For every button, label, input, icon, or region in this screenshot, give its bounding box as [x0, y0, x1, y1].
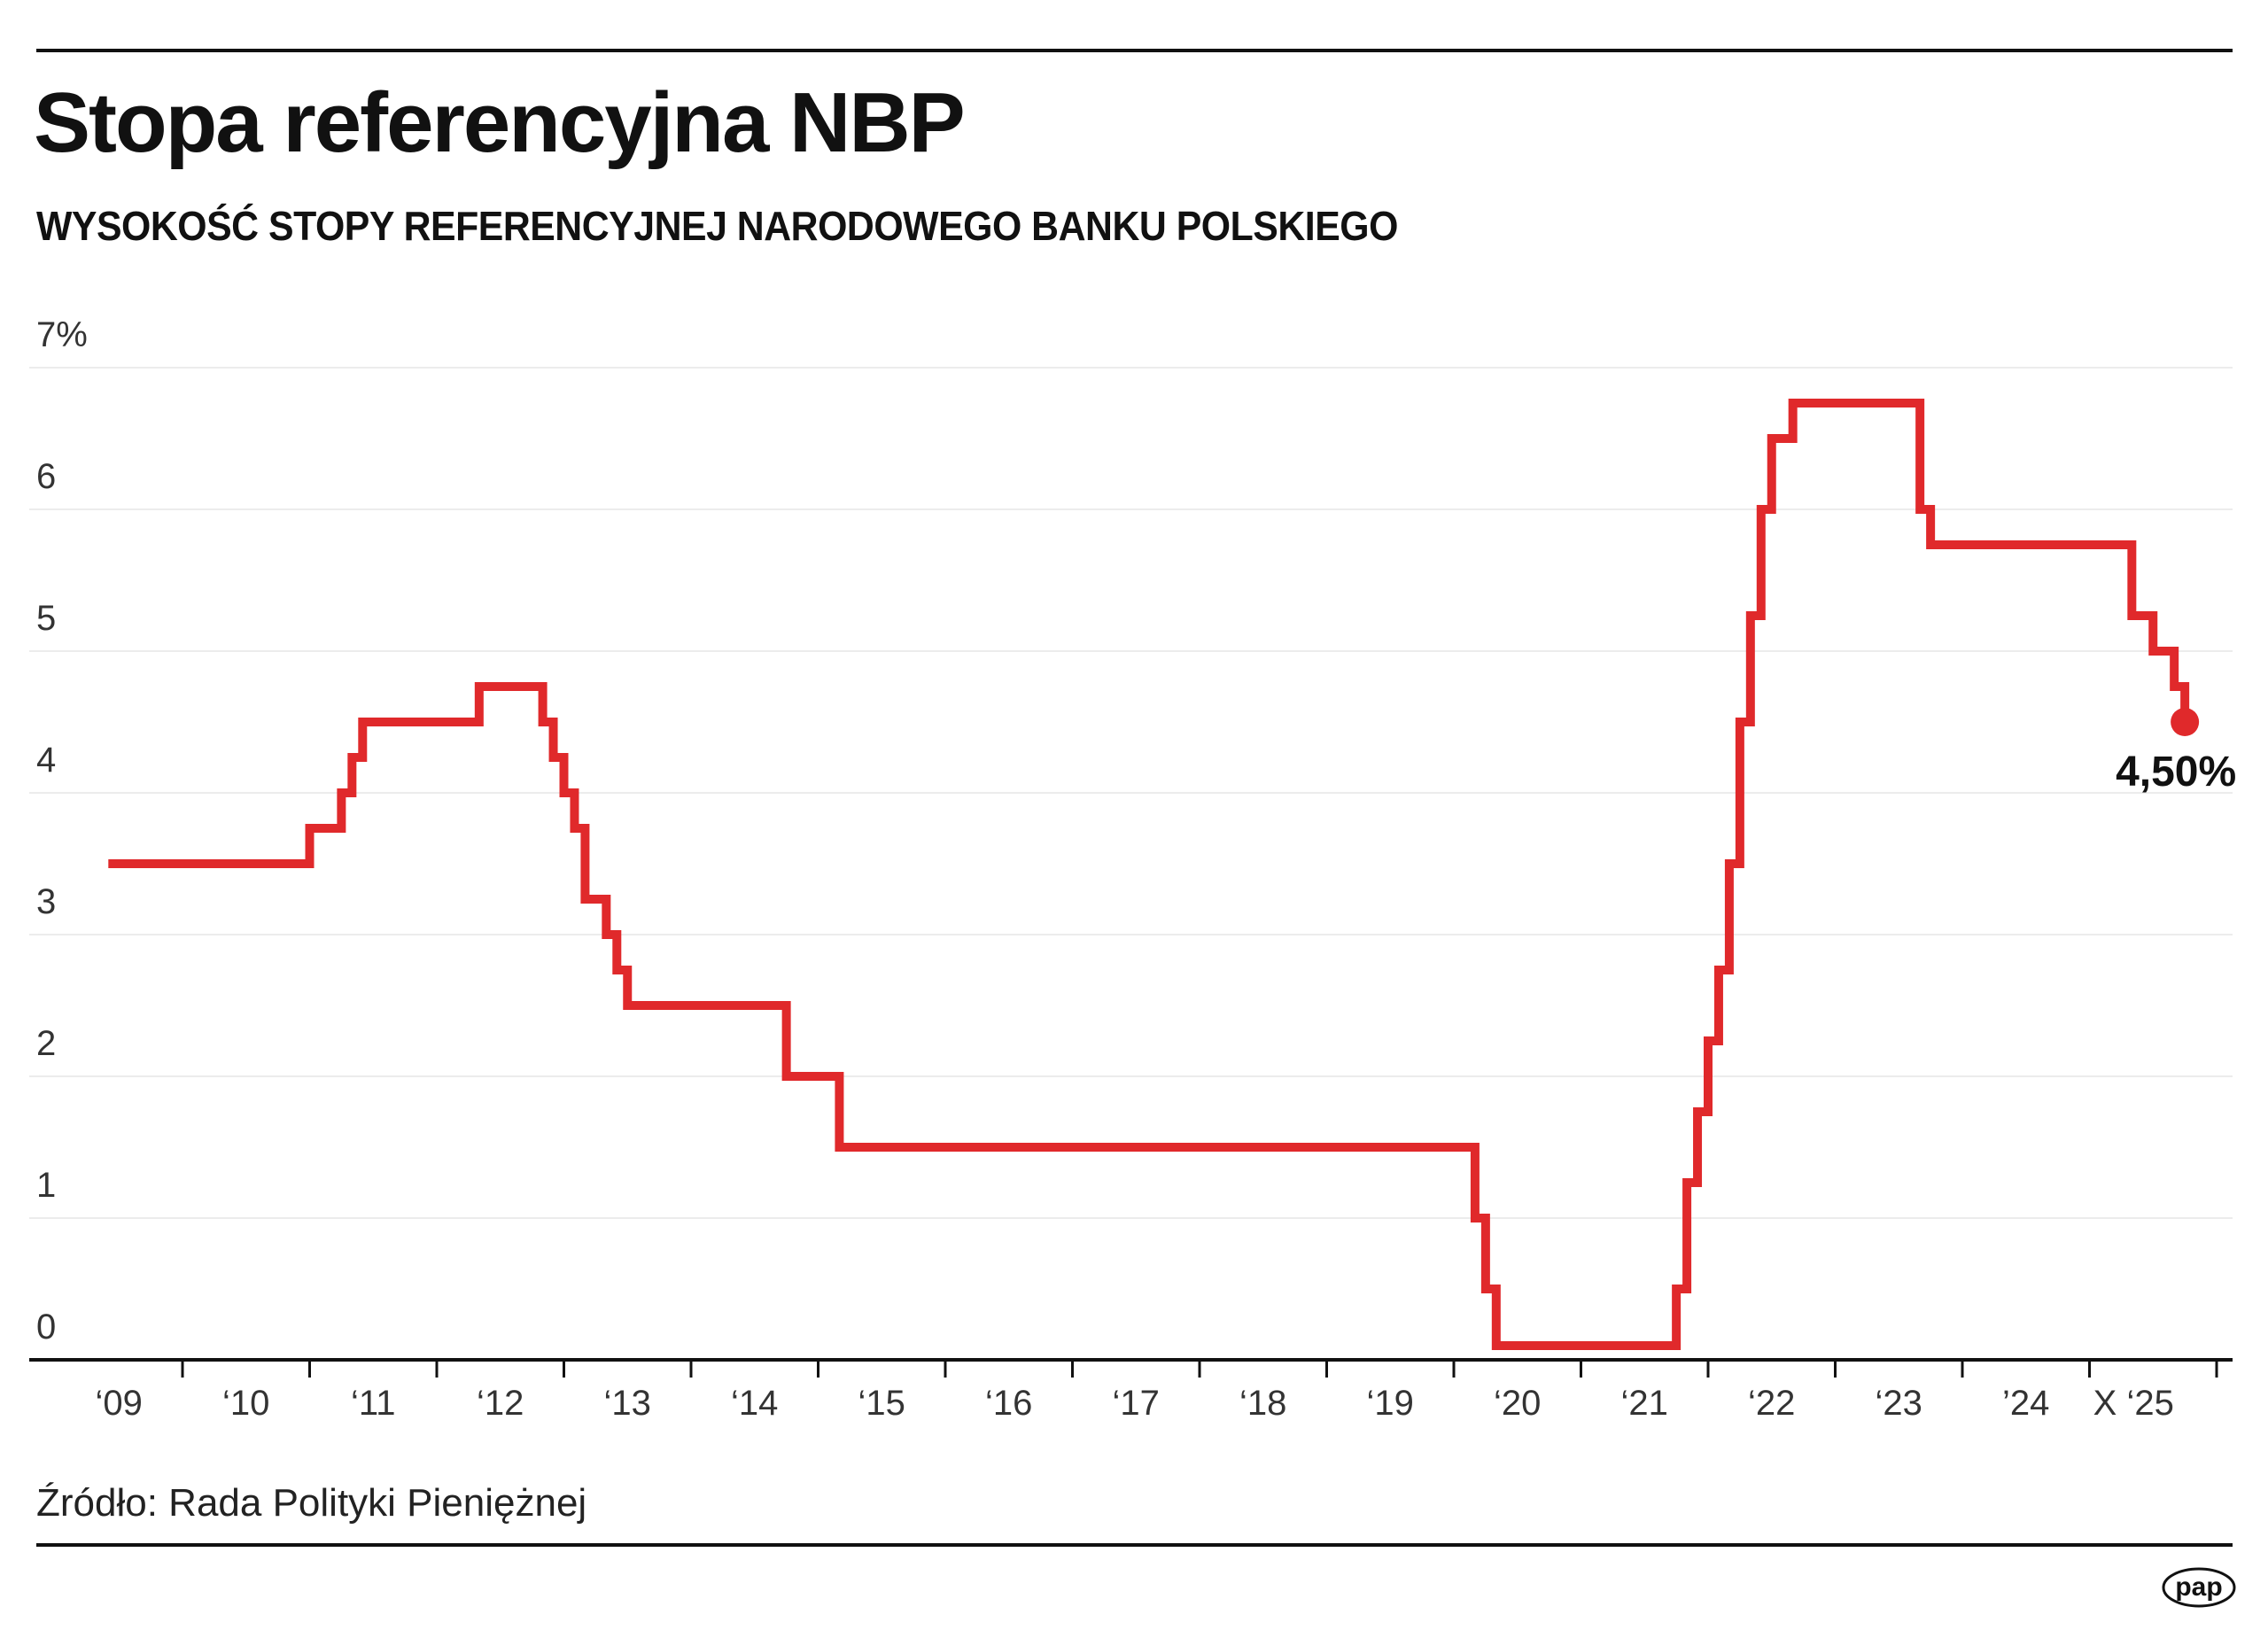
x-tick-label: ‘19	[1367, 1384, 1414, 1423]
y-tick-label: 6	[36, 457, 56, 496]
rate-step-line	[108, 399, 2190, 1350]
chart-subtitle: WYSOKOŚĆ STOPY REFERENCYJNEJ NARODOWEGO …	[36, 203, 1398, 249]
last-value-marker	[2171, 708, 2200, 736]
source-note: Źródło: Rada Polityki Pieniężnej	[36, 1481, 587, 1525]
y-axis-labels: 0 1 2 3 4 5 6 7%	[36, 315, 88, 1347]
gridlines	[29, 367, 2233, 1219]
x-tick-label: ‘15	[858, 1384, 905, 1423]
x-tick-label: ’24	[2002, 1384, 2049, 1423]
x-tick-label: ‘22	[1748, 1384, 1795, 1423]
x-tick-label: ‘18	[1239, 1384, 1286, 1423]
series-layer	[108, 399, 2190, 1350]
y-tick-label: 7%	[36, 315, 88, 354]
bottom-rule	[36, 1543, 2233, 1547]
chart-title: Stopa referencyjna NBP	[34, 75, 966, 170]
x-axis: ‘09 ‘10 ‘11 ‘12 ‘13 ‘14 ‘15 ‘16 ‘17 ‘18 ‘19 ‘20 ‘21 ‘…	[29, 1358, 2233, 1423]
y-tick-label: 3	[36, 882, 56, 921]
x-tick-label: ‘12	[477, 1384, 524, 1423]
x-tick-label: ‘13	[604, 1384, 651, 1423]
x-tick-label: ‘10	[222, 1384, 269, 1423]
x-tick-label: ‘23	[1876, 1384, 1922, 1423]
top-rule	[36, 49, 2233, 52]
y-tick-label: 1	[36, 1166, 56, 1205]
svg-text:pap: pap	[2175, 1572, 2222, 1602]
step-line-chart: 0 1 2 3 4 5 6 7% ‘09 ‘10 ‘11 ‘12 ‘13 ‘14 ‘15 ‘16 ‘17 ‘18…	[29, 315, 2236, 1423]
pap-logo: pap	[2162, 1567, 2236, 1608]
x-tick-label: ‘21	[1621, 1384, 1668, 1423]
x-tick-label: ‘17	[1113, 1384, 1160, 1423]
x-tick-label: X ‘25	[2093, 1384, 2174, 1423]
x-tick-label: ‘16	[985, 1384, 1032, 1423]
annotation-layer: 4,50%	[2116, 708, 2236, 796]
x-tick-label: ‘11	[351, 1384, 395, 1423]
x-tick-label: ‘14	[731, 1384, 778, 1423]
x-tick-label: ‘20	[1494, 1384, 1541, 1423]
last-value-label: 4,50%	[2116, 749, 2236, 796]
y-tick-label: 4	[36, 741, 56, 780]
x-tick-label: ‘09	[96, 1384, 143, 1423]
y-tick-label: 2	[36, 1024, 56, 1063]
y-tick-label: 5	[36, 599, 56, 638]
y-tick-label: 0	[36, 1308, 56, 1347]
